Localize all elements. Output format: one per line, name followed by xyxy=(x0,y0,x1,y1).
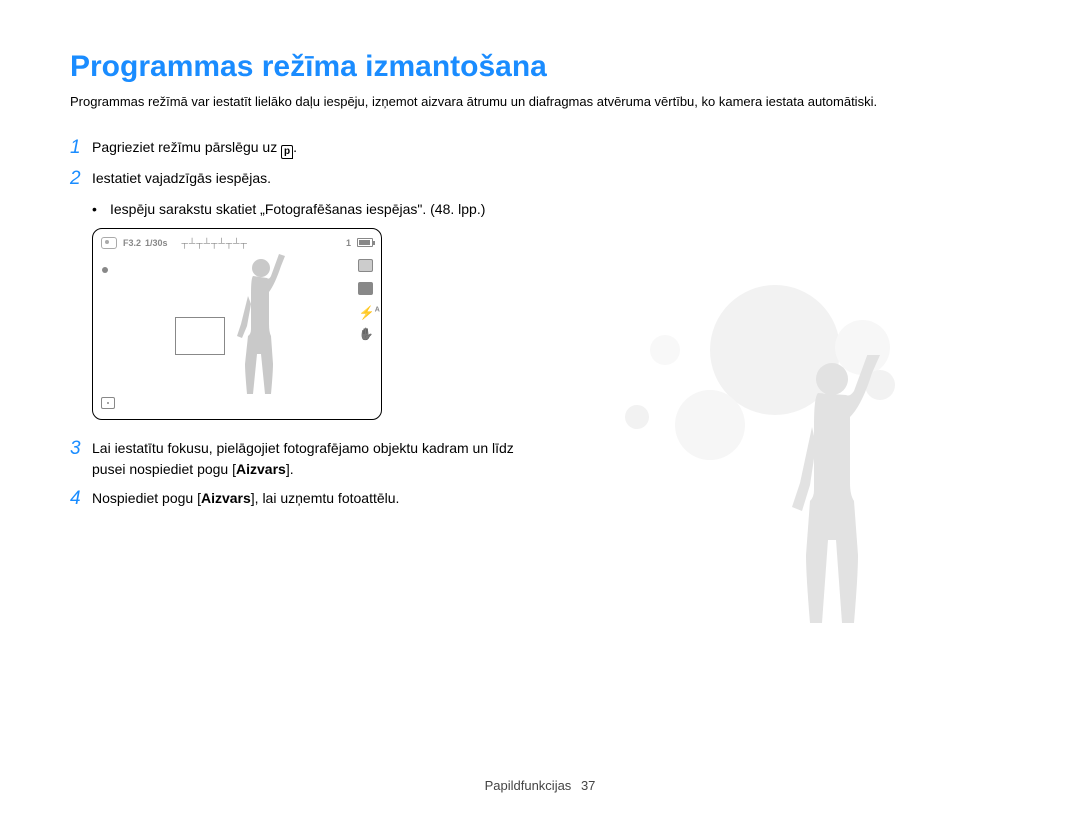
step-number: 2 xyxy=(70,168,92,191)
step-2-sub: • Iespēju sarakstu skatiet „Fotografēšan… xyxy=(92,199,550,220)
mode-icon xyxy=(101,237,117,249)
steps-list: 1 Pagrieziet režīmu pārslēgu uz p. 2 Ies… xyxy=(70,137,550,510)
decorative-graphic xyxy=(650,275,990,675)
step-text-a: Lai iestatītu fokusu, pielāgojiet fotogr… xyxy=(92,440,514,477)
step-text-b: ]. xyxy=(286,461,294,477)
subject-silhouette xyxy=(223,254,293,404)
camera-topbar: F3.2 1/30s ┬┴┬┴┬┴┬┴┬ 1 xyxy=(101,236,373,250)
aperture-value: F3.2 xyxy=(123,238,141,248)
step-number: 4 xyxy=(70,488,92,511)
step-text: Nospiediet pogu [Aizvars], lai uzņemtu f… xyxy=(92,488,550,509)
camera-right-icons: ⚡A xyxy=(358,259,373,343)
shutter-value: 1/30s xyxy=(145,238,168,248)
step-text: Lai iestatītu fokusu, pielāgojiet fotogr… xyxy=(92,438,550,480)
metering-icon xyxy=(358,282,373,295)
page-title: Programmas režīma izmantošana xyxy=(70,50,1010,84)
step-text: Pagrieziet režīmu pārslēgu uz p. xyxy=(92,137,550,158)
bullet-icon: • xyxy=(92,199,110,220)
step-number: 1 xyxy=(70,137,92,160)
step-2: 2 Iestatiet vajadzīgās iespējas. xyxy=(70,168,550,191)
footer-page: 37 xyxy=(581,778,595,793)
shot-count: 1 xyxy=(346,238,351,248)
focus-frame xyxy=(175,317,225,355)
step-bold: Aizvars xyxy=(201,490,251,506)
step-number: 3 xyxy=(70,438,92,461)
step-4: 4 Nospiediet pogu [Aizvars], lai uzņemtu… xyxy=(70,488,550,511)
battery-icon xyxy=(357,238,373,247)
step-3: 3 Lai iestatītu fokusu, pielāgojiet foto… xyxy=(70,438,550,480)
footer-section: Papildfunkcijas xyxy=(485,778,572,793)
step-text-b: ], lai uzņemtu fotoattēlu. xyxy=(251,490,400,506)
bullet-text: Iespēju sarakstu skatiet „Fotografēšanas… xyxy=(110,199,485,220)
step-text-a: Pagrieziet režīmu pārslēgu uz xyxy=(92,139,281,155)
step-1: 1 Pagrieziet režīmu pārslēgu uz p. xyxy=(70,137,550,160)
stabilizer-icon xyxy=(359,329,373,343)
intro-text: Programmas režīmā var iestatīt lielāko d… xyxy=(70,94,1010,109)
step-text: Iestatiet vajadzīgās iespējas. xyxy=(92,168,550,189)
page-footer: Papildfunkcijas 37 xyxy=(0,778,1080,793)
p-mode-icon: p xyxy=(281,145,293,159)
exposure-scale: ┬┴┬┴┬┴┬┴┬ xyxy=(182,238,248,248)
step-text-a: Nospiediet pogu [ xyxy=(92,490,201,506)
camera-display: F3.2 1/30s ┬┴┬┴┬┴┬┴┬ 1 ⚡A xyxy=(92,228,382,420)
flash-icon: ⚡A xyxy=(359,305,373,319)
decorative-person-silhouette xyxy=(770,355,890,645)
card-icon xyxy=(101,397,115,409)
rec-dot-icon xyxy=(102,267,108,273)
step-text-dot: . xyxy=(293,139,297,155)
size-icon xyxy=(358,259,373,272)
step-bold: Aizvars xyxy=(236,461,286,477)
